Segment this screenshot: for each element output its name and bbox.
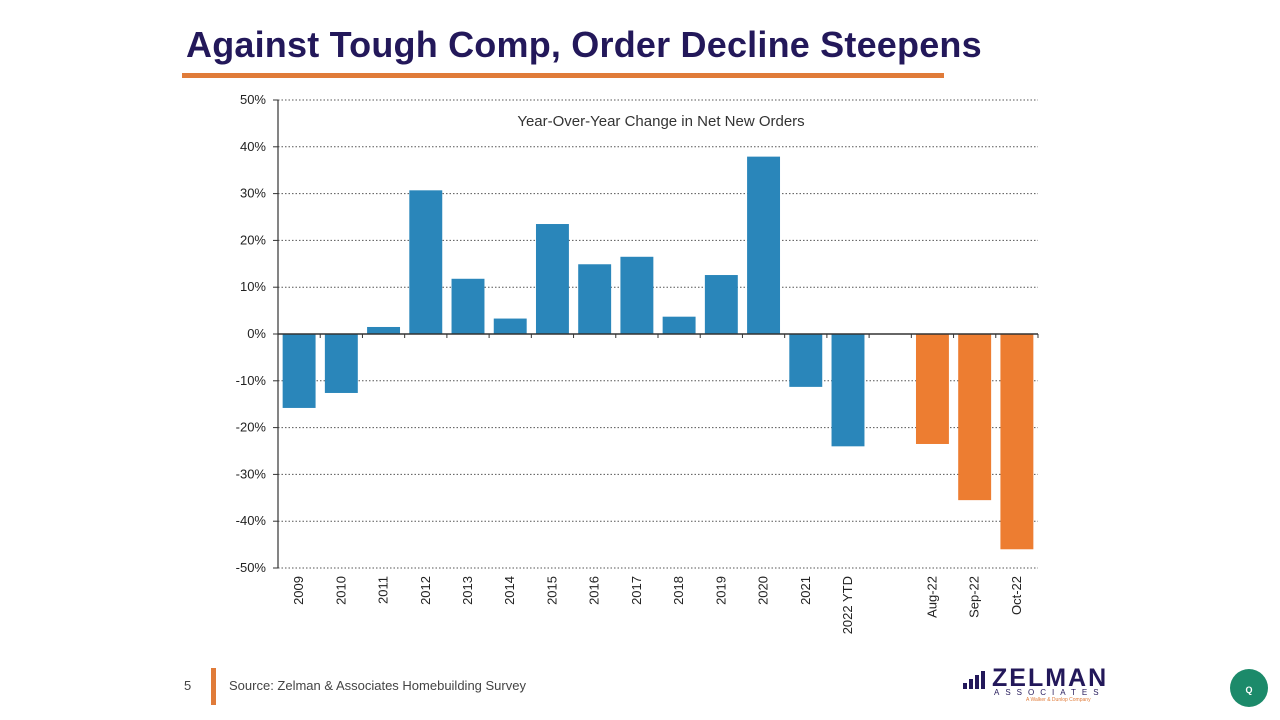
axes bbox=[273, 99, 1039, 569]
bar-oct-22 bbox=[1000, 334, 1034, 550]
y-axis-tick-labels: 50% 40% 30% 20% 10% 0% -10% -20% -30% -40% -50% bbox=[236, 92, 267, 575]
bar-2019 bbox=[704, 275, 738, 334]
bar-2017 bbox=[620, 256, 654, 334]
y-tick-label: -30% bbox=[236, 466, 267, 481]
x-tick-label: 2009 bbox=[291, 576, 306, 605]
y-tick-label: 0% bbox=[247, 326, 266, 341]
x-tick-label: Sep-22 bbox=[967, 576, 982, 618]
bar-2020 bbox=[747, 156, 781, 334]
bar-chart: 50% 40% 30% 20% 10% 0% -10% -20% -30% -40% -50% 20… bbox=[236, 92, 1039, 634]
bar-2014 bbox=[493, 318, 527, 334]
x-tick-label: 2016 bbox=[587, 576, 602, 605]
x-tick-label: 2012 bbox=[418, 576, 433, 605]
bar-2010 bbox=[324, 334, 358, 393]
x-tick-label: 2018 bbox=[671, 576, 686, 605]
logo-tagline: A Walker & Dunlop Company bbox=[1026, 697, 1091, 703]
logo-wordmark: ZELMAN bbox=[992, 664, 1109, 692]
bars bbox=[282, 156, 1034, 550]
chat-assistant-button[interactable]: Q bbox=[1230, 669, 1268, 707]
bar-2013 bbox=[451, 278, 485, 334]
x-tick-label: 2011 bbox=[376, 576, 391, 604]
bar-2009 bbox=[282, 334, 316, 408]
x-axis-tick-labels: 2009 2010 2011 2012 2013 2014 2015 2016 2017 2018… bbox=[291, 576, 1024, 634]
x-tick-label: 2013 bbox=[460, 576, 475, 605]
chart-title: Year-Over-Year Change in Net New Orders bbox=[517, 113, 804, 130]
y-tick-label: -10% bbox=[236, 373, 267, 388]
zelman-logo: ZELMAN ASSOCIATES A Walker & Dunlop Comp… bbox=[960, 664, 1120, 704]
y-tick-label: -40% bbox=[236, 513, 267, 528]
bar-2011 bbox=[367, 326, 401, 334]
bar-2016 bbox=[578, 264, 612, 334]
y-tick-label: 30% bbox=[240, 186, 266, 201]
x-tick-label: 2022 YTD bbox=[840, 576, 855, 634]
slide-title: Against Tough Comp, Order Decline Steepe… bbox=[186, 24, 982, 65]
slide-footer: 5 Source: Zelman & Associates Homebuildi… bbox=[0, 664, 1280, 708]
chat-assistant-icon: Q bbox=[1245, 685, 1253, 695]
bar-2015 bbox=[535, 224, 569, 334]
y-tick-label: -20% bbox=[236, 420, 267, 435]
bar-2012 bbox=[409, 190, 443, 334]
bar-2021 bbox=[789, 334, 823, 387]
x-tick-label: 2020 bbox=[756, 576, 771, 605]
y-tick-label: 20% bbox=[240, 232, 266, 247]
gridlines bbox=[278, 99, 1038, 569]
bar-2018 bbox=[662, 316, 696, 334]
logo-bars-icon bbox=[963, 671, 985, 689]
x-tick-label: Aug-22 bbox=[924, 576, 939, 618]
y-tick-label: 40% bbox=[240, 139, 266, 154]
y-tick-label: 10% bbox=[240, 279, 266, 294]
y-tick-label: -50% bbox=[236, 560, 267, 575]
page-number: 5 bbox=[184, 678, 192, 693]
x-tick-label: Oct-22 bbox=[1009, 576, 1024, 615]
y-tick-label: 50% bbox=[240, 92, 266, 107]
logo-subtitle: ASSOCIATES bbox=[994, 688, 1105, 697]
bar-2022-ytd bbox=[831, 334, 865, 447]
x-tick-label: 2014 bbox=[502, 576, 517, 605]
x-tick-label: 2017 bbox=[629, 576, 644, 605]
source-note: Source: Zelman & Associates Homebuilding… bbox=[229, 678, 526, 693]
x-tick-label: 2021 bbox=[798, 576, 813, 605]
bar-aug-22 bbox=[915, 334, 949, 444]
title-underline bbox=[182, 73, 944, 78]
bar-sep-22 bbox=[958, 334, 992, 501]
footer-accent-bar bbox=[211, 668, 216, 705]
x-tick-label: 2019 bbox=[713, 576, 728, 605]
x-tick-label: 2010 bbox=[333, 576, 348, 605]
x-tick-label: 2015 bbox=[544, 576, 559, 605]
